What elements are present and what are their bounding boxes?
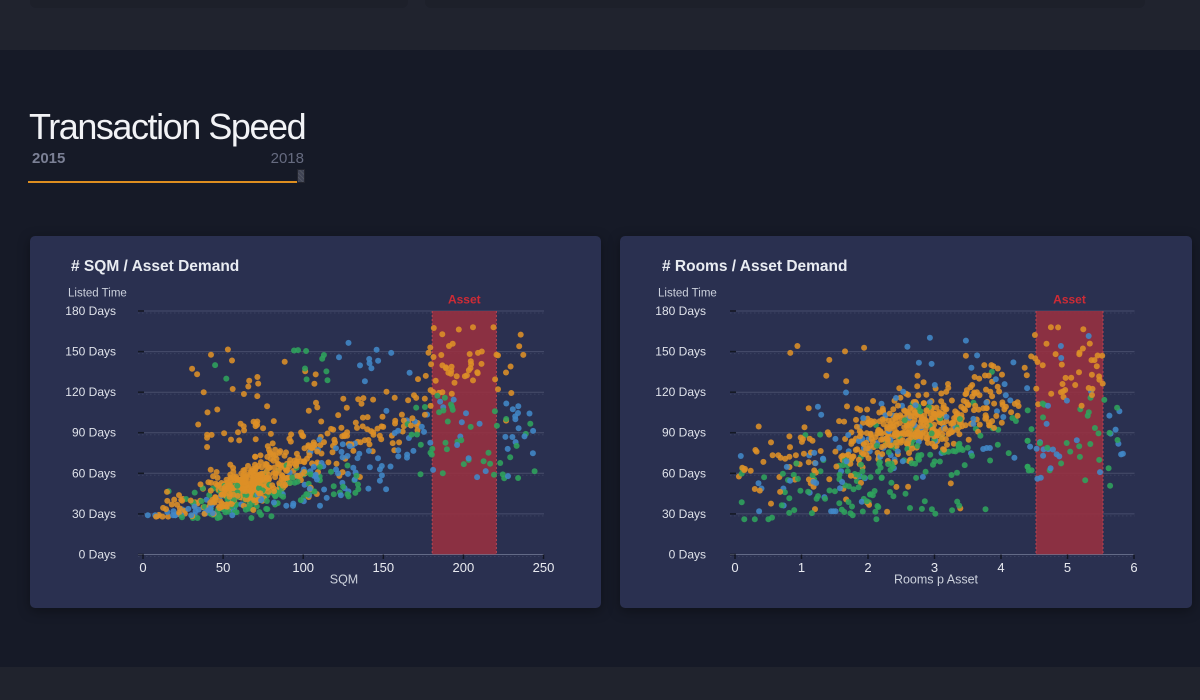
svg-text:1: 1 (798, 560, 805, 575)
svg-text:0 Days: 0 Days (79, 548, 116, 562)
svg-text:# SQM / Asset Demand: # SQM / Asset Demand (71, 258, 239, 275)
svg-text:50: 50 (216, 560, 230, 575)
svg-text:Listed Time: Listed Time (68, 288, 127, 300)
svg-text:180 Days: 180 Days (65, 304, 116, 318)
svg-text:150: 150 (372, 560, 394, 575)
svg-text:60 Days: 60 Days (72, 466, 116, 480)
svg-text:150 Days: 150 Days (655, 345, 706, 359)
svg-text:180 Days: 180 Days (655, 304, 706, 318)
svg-text:60 Days: 60 Days (662, 466, 706, 480)
svg-text:250: 250 (533, 560, 555, 575)
svg-text:SQM: SQM (330, 573, 358, 587)
svg-text:Rooms p Asset: Rooms p Asset (894, 573, 979, 587)
svg-text:120 Days: 120 Days (655, 385, 706, 399)
svg-text:30 Days: 30 Days (72, 507, 116, 521)
svg-text:150 Days: 150 Days (65, 345, 116, 359)
svg-text:6: 6 (1130, 560, 1137, 575)
svg-text:Asset: Asset (1053, 293, 1086, 307)
svg-text:120 Days: 120 Days (65, 385, 116, 399)
svg-text:Asset: Asset (448, 293, 481, 307)
svg-text:3: 3 (931, 560, 938, 575)
svg-text:0: 0 (139, 560, 146, 575)
svg-text:5: 5 (1064, 560, 1071, 575)
svg-text:100: 100 (292, 560, 314, 575)
svg-text:200: 200 (453, 560, 475, 575)
svg-text:4: 4 (997, 560, 1004, 575)
svg-text:# Rooms / Asset Demand: # Rooms / Asset Demand (662, 258, 847, 275)
svg-text:30 Days: 30 Days (662, 507, 706, 521)
svg-text:90 Days: 90 Days (662, 426, 706, 440)
svg-text:0: 0 (731, 560, 738, 575)
svg-text:Listed Time: Listed Time (658, 288, 717, 300)
svg-text:0 Days: 0 Days (669, 548, 706, 562)
svg-text:90 Days: 90 Days (72, 426, 116, 440)
svg-text:2: 2 (864, 560, 871, 575)
